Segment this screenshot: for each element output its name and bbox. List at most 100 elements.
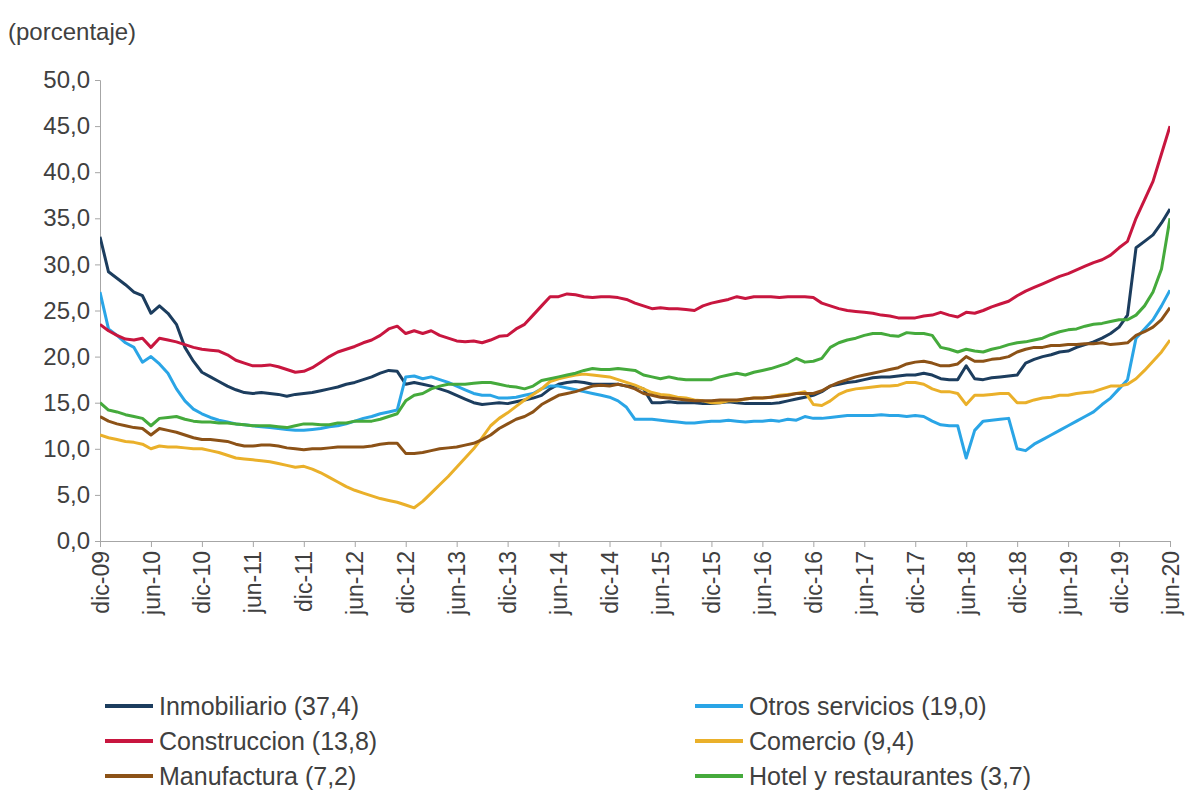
y-tick: 40,0 — [43, 158, 100, 185]
legend-swatch — [105, 704, 153, 708]
y-tick-label: 20,0 — [43, 343, 90, 370]
x-tick-mark — [1017, 541, 1018, 547]
legend-label: Manufactura (7,2) — [159, 762, 356, 790]
x-tick: dic-13 — [495, 541, 521, 614]
x-tick-label: jun-13 — [444, 551, 470, 616]
x-tick-label: dic-11 — [291, 551, 317, 612]
series-line — [100, 126, 1170, 372]
y-tick-mark — [95, 403, 100, 404]
x-tick-label: jun-15 — [648, 551, 674, 616]
y-tick: 5,0 — [57, 481, 100, 508]
x-tick-mark — [1119, 541, 1120, 547]
series-line — [100, 308, 1170, 454]
legend-swatch — [695, 739, 743, 743]
x-tick-mark — [406, 541, 407, 547]
y-tick: 35,0 — [43, 204, 100, 231]
x-tick-label: dic-13 — [495, 551, 521, 614]
x-tick-label: jun-17 — [852, 551, 878, 616]
legend-label: Hotel y restaurantes (3,7) — [749, 762, 1031, 790]
y-tick-label: 35,0 — [43, 204, 90, 231]
legend-item: Manufactura (7,2) — [105, 762, 356, 790]
y-tick: 15,0 — [43, 389, 100, 416]
legend-swatch — [105, 739, 153, 743]
y-tick-mark — [95, 172, 100, 173]
series-line — [100, 290, 1170, 458]
y-tick: 25,0 — [43, 297, 100, 324]
x-tick-mark — [813, 541, 814, 547]
x-tick: dic-19 — [1107, 541, 1133, 614]
x-tick: jun-11 — [240, 541, 266, 614]
x-tick: dic-18 — [1005, 541, 1031, 614]
y-tick-label: 15,0 — [43, 389, 90, 416]
x-tick-mark — [355, 541, 356, 547]
y-axis-line — [95, 81, 101, 542]
x-tick-mark — [762, 541, 763, 547]
x-tick: dic-12 — [393, 541, 419, 614]
x-tick: jun-14 — [546, 541, 572, 616]
x-tick: jun-16 — [750, 541, 776, 616]
x-tick-label: jun-11 — [240, 551, 266, 614]
x-tick-mark — [100, 541, 101, 547]
y-tick-label: 40,0 — [43, 158, 90, 185]
x-tick-mark — [610, 541, 611, 547]
x-tick-mark — [915, 541, 916, 547]
legend-swatch — [695, 774, 743, 778]
legend-label: Construccion (13,8) — [159, 727, 377, 755]
x-tick-label: dic-17 — [903, 551, 929, 614]
x-tick-mark — [966, 541, 967, 547]
x-tick: dic-10 — [189, 541, 215, 614]
x-tick-mark — [1068, 541, 1069, 547]
x-tick-mark — [202, 541, 203, 547]
x-tick-mark — [151, 541, 152, 547]
y-tick-mark — [95, 357, 100, 358]
y-tick-label: 30,0 — [43, 251, 90, 278]
x-axis: dic-09 jun-10 dic-10 jun-11 dic-11 jun-12 dic-… — [88, 541, 1184, 616]
x-tick-label: jun-16 — [750, 551, 776, 616]
x-tick: dic-14 — [597, 541, 623, 614]
legend-item: Inmobiliario (37,4) — [105, 692, 359, 720]
series-line — [100, 209, 1170, 404]
x-tick: dic-17 — [903, 541, 929, 614]
y-tick-mark — [95, 449, 100, 450]
y-tick-label: 50,0 — [43, 66, 90, 93]
x-tick-label: dic-19 — [1107, 551, 1133, 614]
series-line — [100, 340, 1170, 508]
y-tick-mark — [95, 80, 100, 81]
x-tick-label: dic-12 — [393, 551, 419, 614]
x-tick: jun-20 — [1158, 541, 1184, 616]
legend-label: Otros servicios (19,0) — [749, 692, 987, 720]
x-tick-label: dic-18 — [1005, 551, 1031, 614]
legend: Inmobiliario (37,4) Otros servicios (19,0… — [105, 692, 1031, 790]
x-tick-label: jun-14 — [546, 551, 572, 616]
y-tick: 30,0 — [43, 251, 100, 278]
y-tick-mark — [95, 311, 100, 312]
x-tick: dic-09 — [88, 541, 114, 614]
x-tick: dic-15 — [699, 541, 725, 614]
x-tick: jun-15 — [648, 541, 674, 616]
y-tick-mark — [95, 264, 100, 265]
x-tick: jun-12 — [342, 541, 368, 616]
x-tick-mark — [864, 541, 865, 547]
y-tick-label: 10,0 — [43, 435, 90, 462]
x-tick: dic-16 — [801, 541, 827, 614]
x-tick-label: jun-10 — [139, 551, 165, 616]
y-tick: 10,0 — [43, 435, 100, 462]
y-tick-mark — [95, 495, 100, 496]
x-tick: jun-10 — [139, 541, 165, 616]
x-tick-label: dic-14 — [597, 551, 623, 614]
x-tick-mark — [559, 541, 560, 547]
x-tick-label: dic-15 — [699, 551, 725, 614]
y-tick-mark — [95, 218, 100, 219]
x-tick-label: dic-09 — [88, 551, 114, 614]
x-tick-mark — [711, 541, 712, 547]
x-tick-label: jun-19 — [1056, 551, 1082, 616]
x-tick: jun-13 — [444, 541, 470, 616]
y-tick-mark — [95, 126, 100, 127]
y-tick-label: 0,0 — [57, 527, 90, 554]
chart: (porcentaje)0,05,010,015,020,025,030,035… — [0, 0, 1200, 800]
y-tick-label: 45,0 — [43, 112, 90, 139]
x-tick-mark — [304, 541, 305, 547]
x-tick: jun-18 — [954, 541, 980, 616]
y-tick-mark — [95, 541, 100, 542]
legend-label: Inmobiliario (37,4) — [159, 692, 359, 720]
